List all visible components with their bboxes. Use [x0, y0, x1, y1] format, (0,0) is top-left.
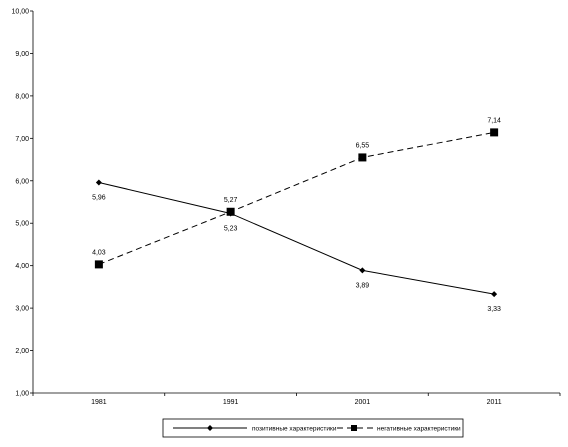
data-point-square	[226, 207, 235, 216]
data-point-square	[490, 128, 499, 137]
y-tick-label: 6,00	[15, 178, 29, 185]
legend-marker-positive	[207, 425, 213, 431]
data-label: 7,14	[487, 117, 501, 124]
data-point-square	[94, 260, 103, 269]
y-tick-label: 5,00	[15, 221, 29, 228]
x-tick-label: 2001	[355, 399, 371, 406]
x-tick-label: 2011	[487, 399, 502, 406]
series-positive: 5,96 5,23 3,89 3,33	[92, 179, 501, 313]
y-tick-label: 1,00	[15, 391, 29, 398]
chart-axes	[32, 11, 560, 394]
data-label: 4,03	[92, 249, 106, 256]
y-tick-label: 3,00	[15, 306, 29, 313]
x-tick-label: 1991	[223, 399, 239, 406]
data-label: 3,33	[487, 306, 501, 313]
data-label: 5,23	[224, 225, 238, 232]
legend-label-positive: позитивные характеристики	[252, 426, 337, 433]
y-tick-label: 9,00	[15, 51, 29, 58]
y-tick-label: 2,00	[15, 348, 29, 355]
data-point-diamond	[491, 291, 498, 298]
data-label: 5,27	[224, 197, 238, 204]
data-point-diamond	[359, 267, 366, 274]
legend: позитивные характеристики негативные хара…	[162, 418, 464, 438]
y-tick-label: 10,00	[11, 9, 29, 16]
legend-box	[162, 418, 464, 438]
y-axis-ticks: 1,00 2,00 3,00 4,00 5,00 6,00 7,00 8,00 9,00 10,0…	[11, 9, 33, 398]
data-label: 3,89	[356, 282, 370, 289]
data-point-diamond	[95, 179, 102, 186]
y-tick-label: 4,00	[15, 263, 29, 270]
data-point-square	[358, 153, 367, 162]
series-line	[98, 131, 495, 265]
data-label: 5,96	[92, 194, 106, 201]
legend-label-negative: негативные характеристики	[377, 426, 461, 433]
x-axis-ticks: 1981 1991 2001 2011	[32, 393, 561, 406]
x-tick-label: 1981	[91, 399, 107, 406]
legend-marker-negative	[351, 425, 357, 431]
data-label: 6,55	[356, 142, 370, 149]
y-tick-label: 8,00	[15, 93, 29, 100]
series-line	[98, 181, 495, 295]
y-tick-label: 7,00	[15, 136, 29, 143]
series-layer: 5,96 5,23 3,89 3,33 4,03 5,27 6,55 7,14	[92, 117, 501, 313]
series-negative: 4,03 5,27 6,55 7,14	[92, 117, 501, 269]
